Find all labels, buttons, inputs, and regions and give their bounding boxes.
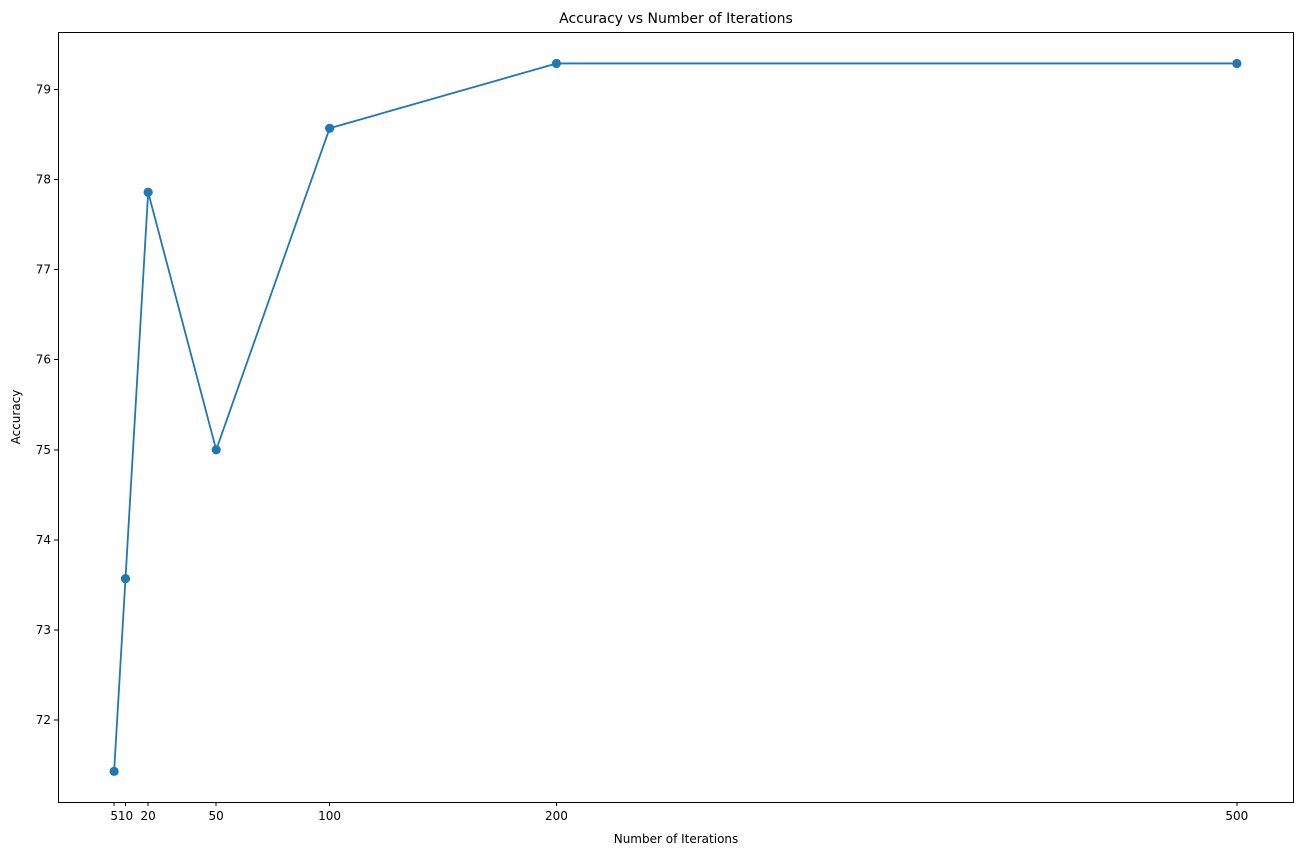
y-tick-label: 76	[36, 353, 51, 367]
data-point	[551, 58, 562, 69]
y-tick-label: 74	[36, 533, 51, 547]
y-tick-label: 72	[36, 713, 51, 727]
x-tick-label: 5	[110, 809, 118, 823]
x-tick-label: 10	[118, 809, 133, 823]
x-axis-title: Number of Iterations	[614, 832, 739, 846]
x-tick-label: 500	[1225, 809, 1248, 823]
data-point	[1232, 58, 1242, 69]
y-tick-label: 77	[36, 263, 51, 277]
y-tick-label: 73	[36, 623, 51, 637]
data-point	[211, 445, 221, 455]
y-tick-label: 79	[36, 83, 51, 97]
x-tick-label: 100	[318, 809, 341, 823]
plot-series	[109, 58, 1242, 776]
data-point	[120, 573, 131, 584]
data-point	[143, 187, 153, 197]
y-tick-label: 75	[36, 443, 51, 457]
series-line	[113, 62, 1237, 772]
y-axis-ticks: 72 73 74 75 76 77 78 79	[36, 83, 58, 727]
x-axis-ticks: 5 10 20 50 100 200 500	[110, 802, 1248, 823]
plot-area-frame	[58, 32, 1294, 803]
y-axis-title: Accuracy	[9, 390, 23, 445]
chart-title: Accuracy vs Number of Iterations	[559, 11, 793, 27]
x-tick-label: 200	[545, 809, 568, 823]
y-tick-label: 78	[36, 173, 51, 187]
data-point	[109, 766, 119, 776]
x-tick-label: 50	[209, 809, 224, 823]
data-point	[325, 123, 335, 133]
x-tick-label: 20	[141, 809, 156, 823]
